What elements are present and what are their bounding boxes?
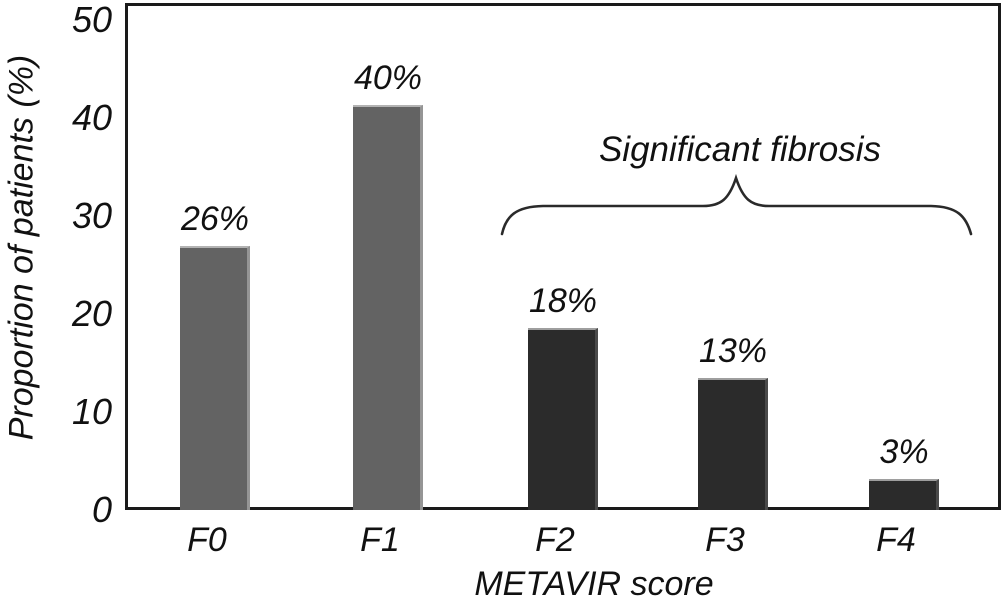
y-tick-label-50: 50 xyxy=(71,0,112,40)
bar-f3 xyxy=(698,378,768,510)
bar-f4 xyxy=(869,479,939,510)
y-tick-label-0: 0 xyxy=(91,489,112,530)
bar-f0 xyxy=(180,246,250,510)
x-tick-label-f3: F3 xyxy=(705,521,745,559)
y-tick-label-30: 30 xyxy=(71,195,112,236)
bar-value-label-f2: 18% xyxy=(528,282,598,320)
y-tick-label-40: 40 xyxy=(71,97,112,138)
y-tick-label-10: 10 xyxy=(71,391,112,432)
x-axis-title: METAVIR score xyxy=(474,565,714,603)
y-tick-label-20: 20 xyxy=(71,293,112,334)
bar-value-label-f0: 26% xyxy=(180,200,250,238)
bar-f1 xyxy=(353,105,423,510)
x-tick-label-f4: F4 xyxy=(876,521,916,559)
bar-value-label-f1: 40% xyxy=(353,59,423,97)
annotation-significant-fibrosis: Significant fibrosis xyxy=(598,130,882,169)
bar-f2 xyxy=(528,328,598,510)
bar-value-label-f3: 13% xyxy=(698,332,768,370)
x-tick-label-f2: F2 xyxy=(535,521,575,559)
x-tick-label-f1: F1 xyxy=(360,521,400,559)
x-tick-label-f0: F0 xyxy=(187,521,227,559)
bar-value-label-f4: 3% xyxy=(879,433,929,471)
